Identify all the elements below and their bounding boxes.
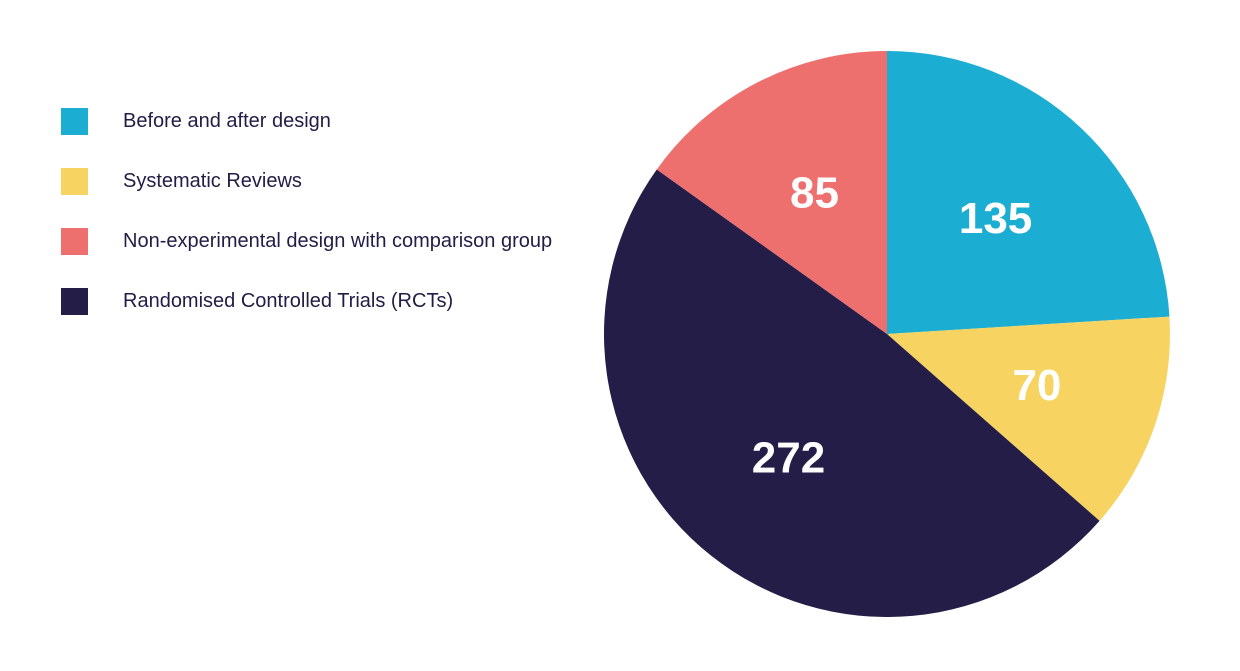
- pie-slice-randomised-controlled-trials-rcts: [603, 169, 1100, 618]
- legend-swatch: [61, 287, 88, 315]
- pie-value-label-non-experimental-design-with-comparison-group: 85: [790, 169, 839, 218]
- legend-label: Non-experimental design with comparison …: [123, 229, 553, 252]
- legend: Before and after design Systematic Revie…: [61, 107, 552, 347]
- legend-label: Systematic Reviews: [123, 169, 302, 192]
- pie-value-label-randomised-controlled-trials-rcts: 272: [752, 434, 825, 483]
- legend-swatch: [61, 167, 88, 195]
- legend-label: Before and after design: [123, 109, 331, 132]
- legend-label: Randomised Controlled Trials (RCTs): [123, 289, 454, 312]
- pie-value-label-systematic-reviews: 70: [1012, 361, 1061, 410]
- pie-slice-non-experimental-design-with-comparison-group: [656, 51, 887, 334]
- pie-slices: [603, 51, 1170, 618]
- legend-swatch: [61, 227, 88, 255]
- pie-slice-before-and-after-design: [887, 51, 1170, 334]
- legend-item-before-after: Before and after design: [61, 107, 552, 135]
- legend-item-rcts: Randomised Controlled Trials (RCTs): [61, 287, 552, 315]
- legend-item-non-experimental: Non-experimental design with comparison …: [61, 227, 552, 255]
- pie-slice-systematic-reviews: [887, 316, 1170, 521]
- legend-swatch: [61, 107, 88, 135]
- legend-item-systematic-reviews: Systematic Reviews: [61, 167, 552, 195]
- pie-value-labels: 135 70 272 85: [752, 169, 1062, 483]
- pie-value-label-before-and-after-design: 135: [959, 194, 1032, 243]
